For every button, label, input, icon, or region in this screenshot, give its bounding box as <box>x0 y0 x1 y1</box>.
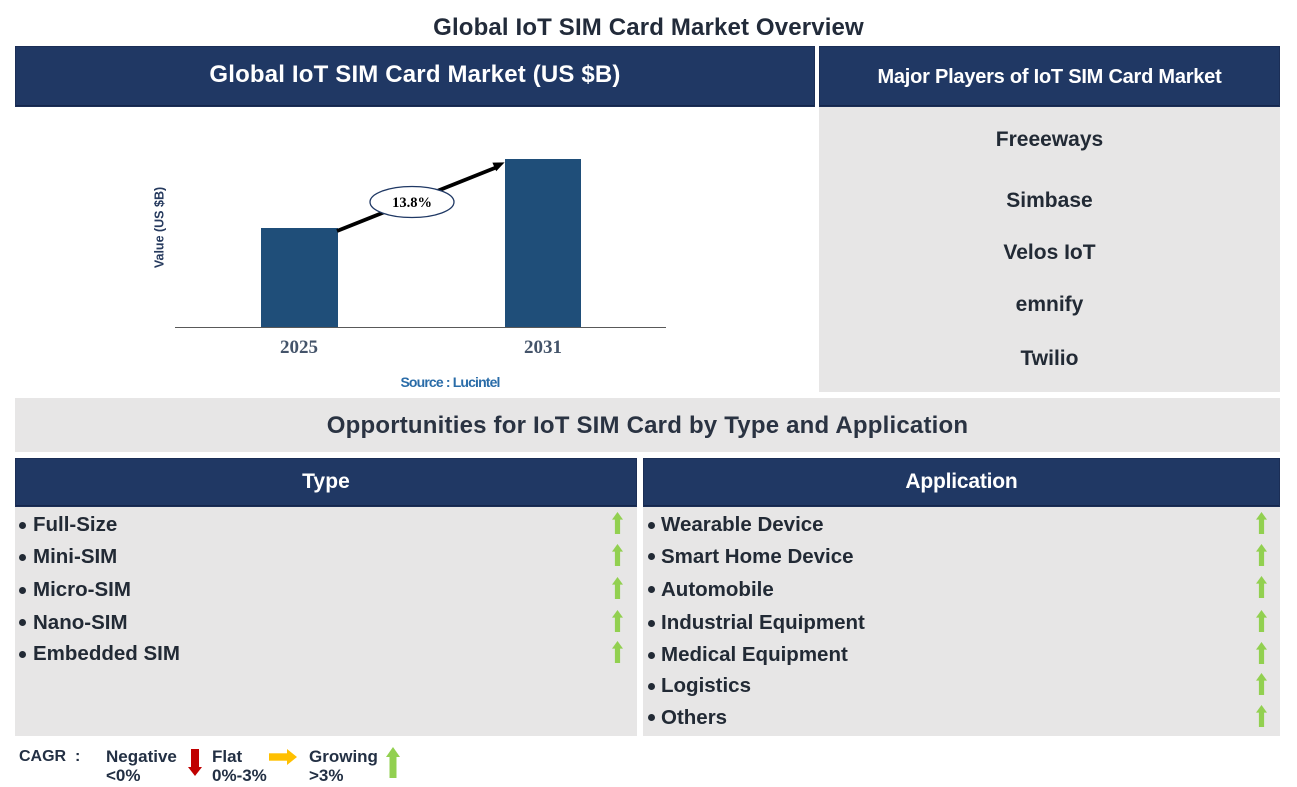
svg-text:13.8%: 13.8% <box>392 195 432 211</box>
